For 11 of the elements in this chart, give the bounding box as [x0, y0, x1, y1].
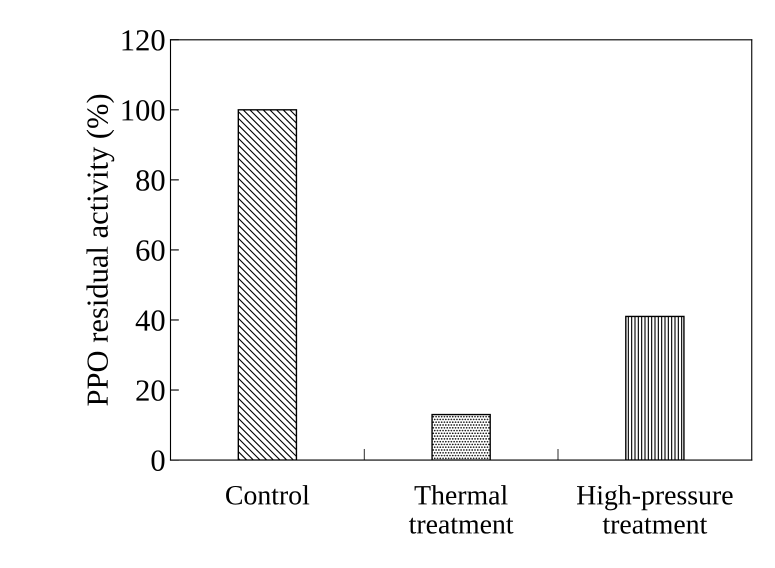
- y-tick-label: 0: [152, 450, 164, 471]
- y-tick-label: 20: [136, 380, 164, 401]
- y-tick-label: 100: [122, 100, 164, 121]
- x-tick-label: High-pressure treatment: [576, 485, 733, 534]
- x-tick-label: Thermal treatment: [408, 485, 514, 534]
- y-axis-title: PPO residual activity (%): [86, 94, 114, 406]
- y-tick-label: 80: [136, 170, 164, 191]
- x-tick-label: Control: [226, 485, 310, 505]
- y-tick-label: 120: [122, 30, 164, 51]
- y-tick-label: 60: [136, 240, 164, 261]
- y-tick-label: 40: [136, 310, 164, 331]
